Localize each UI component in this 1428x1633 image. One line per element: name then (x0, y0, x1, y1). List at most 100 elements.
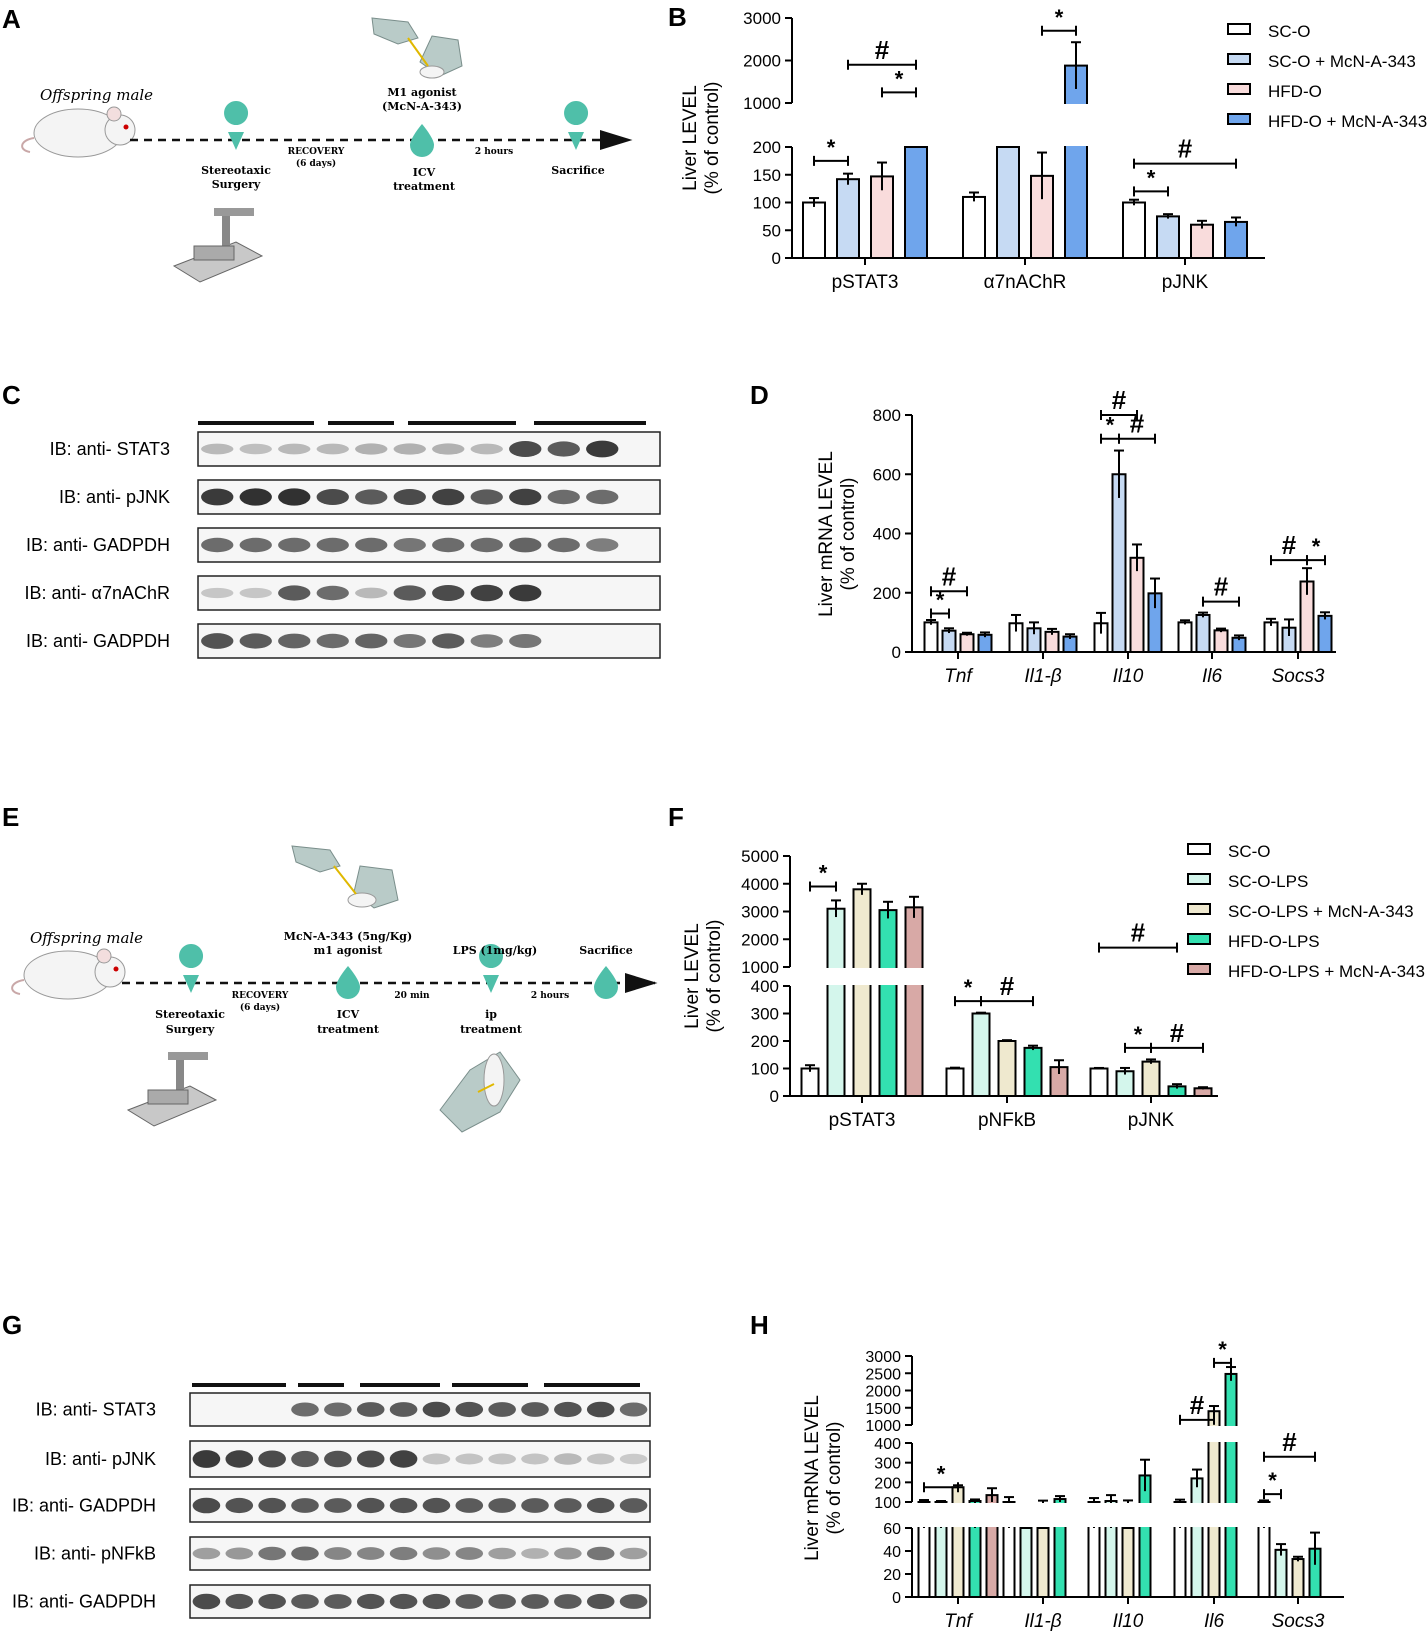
legend-label: SC-O-LPS + McN-A-343 (1228, 902, 1414, 921)
blot-band (619, 1402, 648, 1417)
blot-band (225, 1593, 254, 1610)
y-tick-label: 0 (892, 643, 901, 662)
y-tick-label: 3000 (743, 9, 781, 28)
blot-band (258, 1546, 286, 1561)
blot-band (201, 443, 234, 455)
blot-band (258, 1593, 286, 1610)
blot-band (291, 1402, 319, 1417)
y-tick-label: 0 (772, 249, 781, 268)
significance-mark: # (1112, 385, 1127, 415)
legend-label: HFD-O-LPS + McN-A-343 (1228, 962, 1425, 981)
x-tick-label: Tnf (944, 1611, 973, 1632)
bar (977, 633, 993, 654)
blot-label: IB: anti- GADPDH (26, 631, 170, 651)
location-pin-icon (224, 101, 249, 150)
bar (1115, 1070, 1135, 1097)
blot-band (422, 1401, 451, 1418)
blot-band (455, 1547, 484, 1560)
bar (1156, 215, 1180, 259)
legend-label: SC-O-LPS (1228, 872, 1308, 891)
blot-band (422, 1497, 451, 1514)
x-tick-label: Il1-β (1024, 666, 1061, 687)
significance-mark: # (1130, 409, 1145, 439)
agent-line2: m1 agonist (314, 944, 384, 957)
blot-band (258, 1450, 286, 1468)
bar (1036, 1527, 1050, 1598)
bar (1213, 629, 1229, 654)
blot-band (509, 440, 542, 458)
blot-band (586, 1497, 615, 1514)
blot-band (422, 1547, 451, 1560)
step3-line2: treatment (460, 1023, 523, 1036)
blot-band (389, 1450, 418, 1468)
bar (1064, 64, 1088, 259)
y-tick-label: 200 (753, 138, 781, 157)
significance-mark: * (1218, 1337, 1227, 1362)
bar (1190, 1477, 1204, 1599)
y-axis-label: Liver LEVEL (680, 85, 701, 191)
legend-label: SC-O (1268, 22, 1311, 41)
sacrifice-label: Sacrifice (579, 944, 632, 957)
blot-band (470, 537, 503, 553)
blot-band (432, 633, 465, 649)
blot-label: IB: anti- GADPDH (26, 535, 170, 555)
agent-line1: McN-A-343 (5ng/Kg) (284, 930, 412, 943)
y-tick-label: 300 (751, 1005, 779, 1024)
bar (1138, 1474, 1152, 1598)
panel-letter-a: A (2, 4, 21, 34)
axis-break-gap (792, 968, 1220, 985)
blot-band (324, 1594, 352, 1609)
blot-band (586, 538, 619, 552)
drop-icon (594, 966, 618, 999)
x-tick-label: Il10 (1113, 1611, 1144, 1632)
bar (836, 178, 860, 259)
blot-band (586, 440, 619, 458)
bar (923, 621, 939, 653)
recovery-days: (6 days) (240, 1002, 280, 1013)
blot-band (291, 1450, 319, 1468)
significance-mark: # (875, 35, 890, 65)
blot-strip (197, 479, 661, 515)
mouse-icon (11, 948, 126, 1000)
legend-swatch (1187, 843, 1211, 855)
blot-band (521, 1453, 549, 1465)
blot-band (432, 537, 465, 553)
legend-label: SC-O (1228, 842, 1271, 861)
blot-strip (197, 527, 661, 563)
blot-band (389, 1402, 418, 1417)
x-tick-label: α7nAChR (984, 272, 1067, 293)
blot-band (470, 489, 503, 505)
y-tick-label: 200 (873, 584, 901, 603)
blot-band (201, 488, 234, 506)
blot-band (201, 537, 234, 553)
blot-label: IB: anti- STAT3 (50, 439, 170, 459)
y-axis-sublabel: (% of control) (838, 478, 859, 591)
x-tick-label: Il6 (1204, 1611, 1225, 1632)
bar (1023, 1046, 1043, 1097)
interval2-label: 2 hours (531, 991, 569, 1001)
bar (1224, 1372, 1238, 1598)
y-tick-label: 2500 (865, 1366, 901, 1383)
blot-label: IB: anti- pJNK (59, 487, 170, 507)
bar (1044, 630, 1060, 653)
blot-band (278, 633, 311, 649)
legend-label: HFD-O + McN-A-343 (1268, 112, 1427, 131)
legend-swatch (1227, 53, 1251, 65)
blot-band (225, 1497, 254, 1514)
y-axis-label: Liver LEVEL (682, 923, 703, 1029)
blot-band (554, 1547, 582, 1560)
offspring-label: Offspring male (40, 86, 153, 104)
y-tick-label: 2000 (865, 1384, 901, 1401)
step1-line2: Surgery (166, 1023, 215, 1036)
y-axis-label: Liver mRNA LEVEL (802, 1395, 823, 1561)
significance-mark: # (942, 561, 957, 591)
bar (904, 906, 924, 1098)
blot-band (356, 1497, 385, 1514)
recovery-label: RECOVERY (232, 991, 289, 1001)
significance-mark: # (1282, 530, 1297, 560)
y-tick-label: 400 (751, 977, 779, 996)
legend-swatch (1187, 903, 1211, 915)
blot-band (521, 1594, 549, 1609)
y-axis-sublabel: (% of control) (704, 920, 725, 1033)
